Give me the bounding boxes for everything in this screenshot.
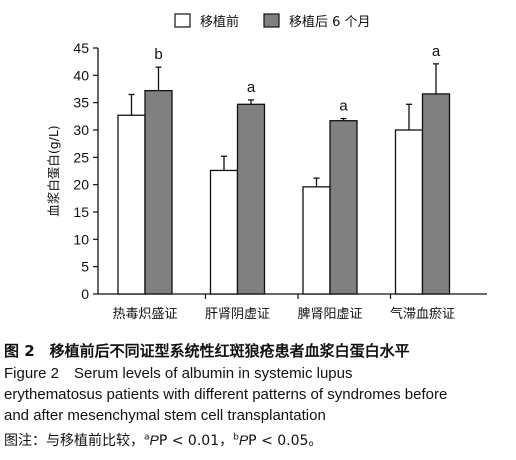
y-tick-label: 35 — [73, 95, 89, 111]
y-tick-label: 15 — [73, 204, 89, 220]
bar — [329, 120, 358, 295]
y-tick-label: 10 — [73, 231, 89, 247]
x-category-label: 热毒炽盛证 — [112, 307, 177, 322]
bar — [209, 169, 239, 295]
significance-mark: a — [339, 98, 348, 115]
figure-title-en-line3: and after mesenchymal stem cell transpla… — [4, 407, 326, 424]
y-axis-title: 血浆白蛋白(g/L) — [46, 125, 61, 216]
significance-mark: a — [247, 79, 256, 96]
note-b-text: P < 0.05。 — [248, 433, 323, 449]
y-tick-label: 20 — [73, 177, 89, 193]
figure-title-en-line1: Figure 2 Serum levels of albumin in syst… — [4, 365, 353, 382]
note-a-superscript: a — [144, 432, 150, 443]
bar — [302, 186, 331, 295]
legend-swatch — [174, 13, 191, 28]
x-category-label: 肝肾阴虚证 — [205, 307, 270, 322]
x-category-label: 气滞血瘀证 — [390, 306, 455, 322]
legend-label: 移植后 6 个月 — [289, 15, 371, 30]
y-tick-label: 40 — [73, 67, 89, 83]
y-tick-label: 30 — [73, 122, 89, 138]
bar — [144, 89, 173, 295]
bar — [117, 114, 146, 295]
figure-note: 图注：与移植前比较，aPP < 0.01，bPP < 0.05。 — [4, 432, 323, 449]
significance-mark: a — [432, 43, 441, 60]
bar — [394, 129, 424, 295]
x-category-label: 脾肾阳虚证 — [297, 307, 362, 322]
y-tick-label: 25 — [73, 149, 89, 165]
note-prefix: 图注：与移植前比较， — [4, 433, 144, 449]
figure-title-cn: 图 2 移植前后不同证型系统性红斑狼疮患者血浆白蛋白水平 — [4, 342, 410, 360]
y-tick-label: 5 — [81, 259, 89, 275]
bar-chart: 0 5 10 15 20 25 30 35 40 45 血浆白蛋白(g/L) b 热毒炽盛证 a 肝肾阴虚证… — [46, 13, 487, 322]
note-a-text: P < 0.01， — [158, 433, 234, 449]
bar — [236, 103, 266, 295]
legend-label: 移植前 — [200, 14, 239, 30]
figure-title-en-line2: erythematosus patients with different pa… — [4, 386, 448, 403]
y-tick-label: 0 — [81, 286, 89, 302]
significance-mark: b — [154, 46, 162, 63]
note-b-superscript: b — [233, 432, 239, 443]
legend-swatch — [263, 13, 280, 28]
bar — [421, 93, 451, 295]
y-tick-label: 45 — [73, 40, 89, 56]
